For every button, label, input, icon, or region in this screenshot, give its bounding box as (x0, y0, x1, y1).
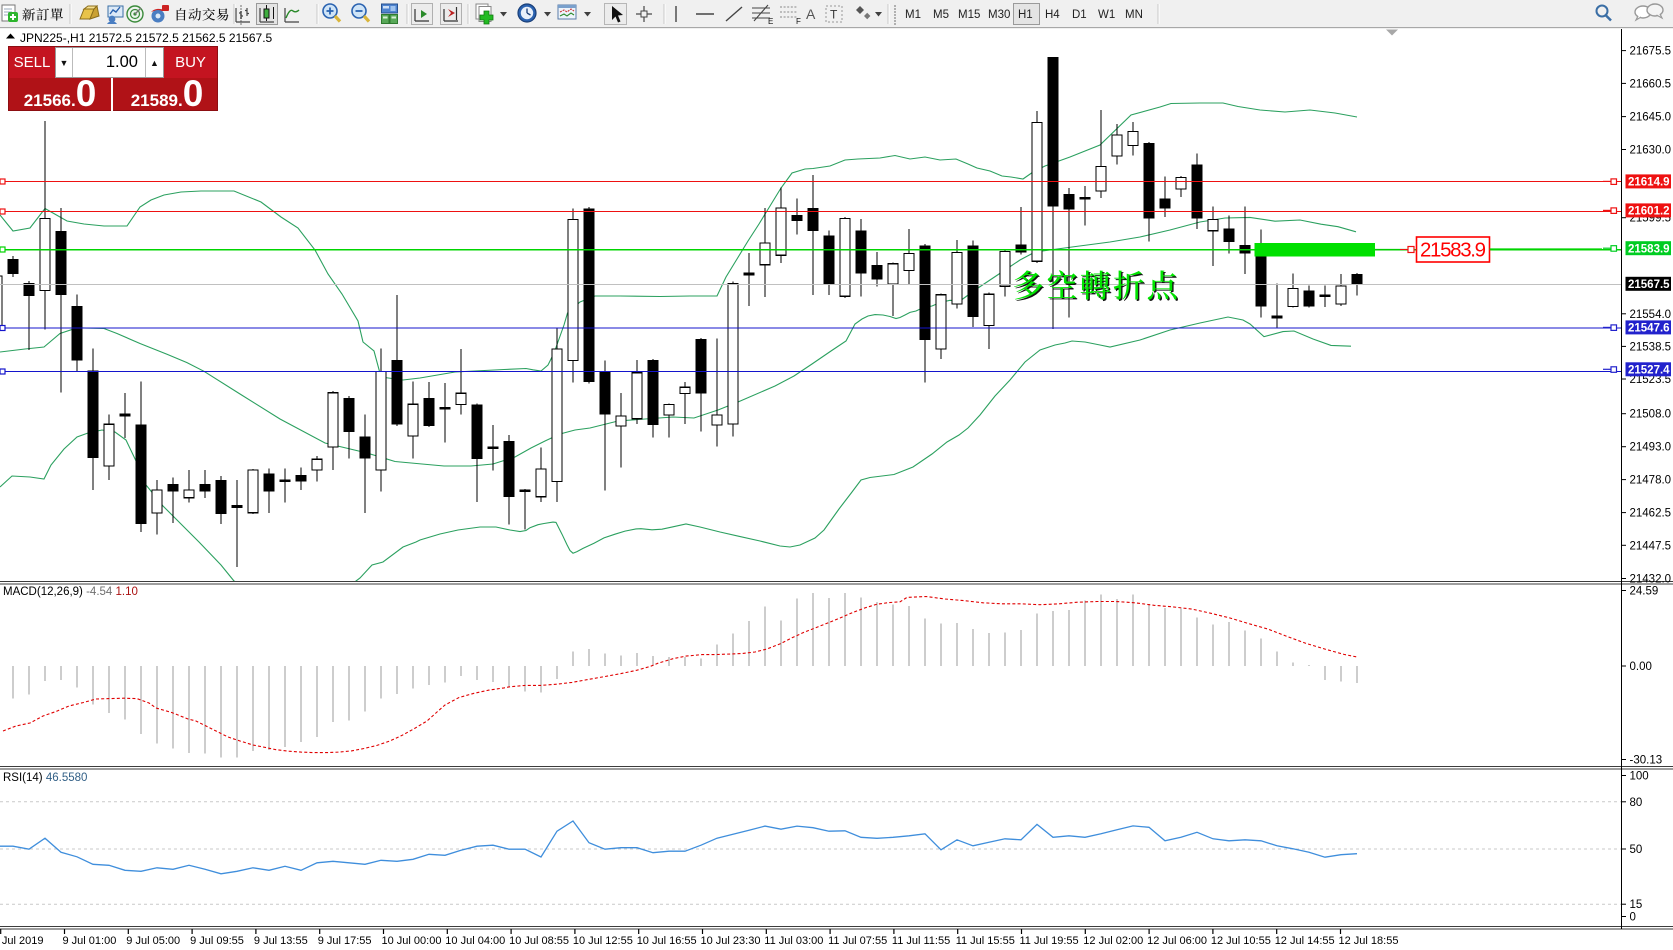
svg-text:9 Jul 13:55: 9 Jul 13:55 (254, 935, 308, 947)
svg-text:12 Jul 14:55: 12 Jul 14:55 (1275, 935, 1335, 947)
svg-text:MN: MN (1125, 9, 1143, 21)
svg-text:11 Jul 11:55: 11 Jul 11:55 (892, 935, 950, 947)
svg-text:M15: M15 (958, 9, 980, 21)
svg-text:11 Jul 15:55: 11 Jul 15:55 (956, 935, 1015, 947)
svg-text:10 Jul 08:55: 10 Jul 08:55 (509, 935, 569, 947)
svg-text:21538.5: 21538.5 (1630, 341, 1672, 353)
svg-text:11 Jul 07:55: 11 Jul 07:55 (828, 935, 887, 947)
svg-text:21614.9: 21614.9 (1628, 177, 1670, 189)
svg-text:80: 80 (1630, 797, 1643, 809)
svg-text:15: 15 (1630, 899, 1643, 911)
svg-text:21630.0: 21630.0 (1630, 145, 1672, 157)
svg-text:10 Jul 04:00: 10 Jul 04:00 (445, 935, 505, 947)
svg-text:H1: H1 (1018, 9, 1033, 21)
svg-text:9 Jul 09:55: 9 Jul 09:55 (190, 935, 244, 947)
svg-text:0: 0 (1630, 912, 1636, 924)
svg-text:8 Jul 2019: 8 Jul 2019 (0, 935, 43, 947)
svg-text:21567.5: 21567.5 (1628, 279, 1670, 291)
svg-text:12 Jul 10:55: 12 Jul 10:55 (1211, 935, 1271, 947)
svg-text:24.59: 24.59 (1630, 586, 1659, 598)
svg-text:10 Jul 23:30: 10 Jul 23:30 (701, 935, 761, 947)
svg-text:21645.0: 21645.0 (1630, 112, 1672, 124)
svg-text:9 Jul 17:55: 9 Jul 17:55 (318, 935, 372, 947)
svg-text:12 Jul 06:00: 12 Jul 06:00 (1147, 935, 1207, 947)
svg-text:21547.6: 21547.6 (1628, 323, 1670, 335)
svg-text:10 Jul 16:55: 10 Jul 16:55 (637, 935, 697, 947)
svg-text:21447.5: 21447.5 (1630, 540, 1672, 552)
svg-text:F: F (796, 17, 801, 26)
svg-text:E: E (768, 17, 773, 26)
svg-text:JPN225-,H1 21572.5 21572.5 21: JPN225-,H1 21572.5 21572.5 21562.5 21567… (20, 31, 273, 45)
svg-text:21462.5: 21462.5 (1630, 508, 1672, 520)
svg-text:21583.9: 21583.9 (1420, 239, 1486, 262)
svg-text:D1: D1 (1072, 9, 1087, 21)
svg-text:A: A (806, 6, 816, 22)
svg-text:21583.9: 21583.9 (1628, 243, 1670, 255)
svg-text:21523.5: 21523.5 (1630, 374, 1672, 386)
svg-text:MACD(12,26,9) -4.54 1.10: MACD(12,26,9) -4.54 1.10 (3, 586, 138, 598)
svg-text:50: 50 (1630, 844, 1643, 856)
svg-text:12 Jul 02:00: 12 Jul 02:00 (1083, 935, 1143, 947)
svg-text:11 Jul 19:55: 11 Jul 19:55 (1020, 935, 1079, 947)
svg-text:21432.0: 21432.0 (1630, 574, 1672, 586)
svg-text:H4: H4 (1045, 9, 1060, 21)
svg-text:9 Jul 05:00: 9 Jul 05:00 (126, 935, 180, 947)
svg-text:21675.5: 21675.5 (1630, 46, 1672, 58)
svg-text:RSI(14) 46.5580: RSI(14) 46.5580 (3, 772, 87, 784)
svg-text:21660.5: 21660.5 (1630, 78, 1672, 90)
svg-text:21478.0: 21478.0 (1630, 475, 1672, 487)
svg-text:21554.0: 21554.0 (1630, 309, 1672, 321)
svg-text:100: 100 (1630, 771, 1649, 783)
svg-text:12 Jul 18:55: 12 Jul 18:55 (1339, 935, 1399, 947)
svg-text:T: T (830, 8, 838, 22)
svg-text:W1: W1 (1098, 9, 1115, 21)
svg-text:M5: M5 (933, 9, 949, 21)
svg-text:9 Jul 01:00: 9 Jul 01:00 (63, 935, 117, 947)
svg-text:M30: M30 (988, 9, 1010, 21)
svg-text:21601.2: 21601.2 (1628, 206, 1670, 218)
svg-text:11 Jul 03:00: 11 Jul 03:00 (764, 935, 823, 947)
svg-text:21508.0: 21508.0 (1630, 409, 1672, 421)
svg-text:0.00: 0.00 (1630, 661, 1652, 673)
svg-text:21493.0: 21493.0 (1630, 442, 1672, 454)
svg-text:10 Jul 00:00: 10 Jul 00:00 (382, 935, 442, 947)
svg-text:-30.13: -30.13 (1630, 755, 1663, 767)
svg-text:M1: M1 (905, 9, 921, 21)
svg-text:21527.4: 21527.4 (1628, 365, 1670, 377)
svg-text:10 Jul 12:55: 10 Jul 12:55 (573, 935, 633, 947)
